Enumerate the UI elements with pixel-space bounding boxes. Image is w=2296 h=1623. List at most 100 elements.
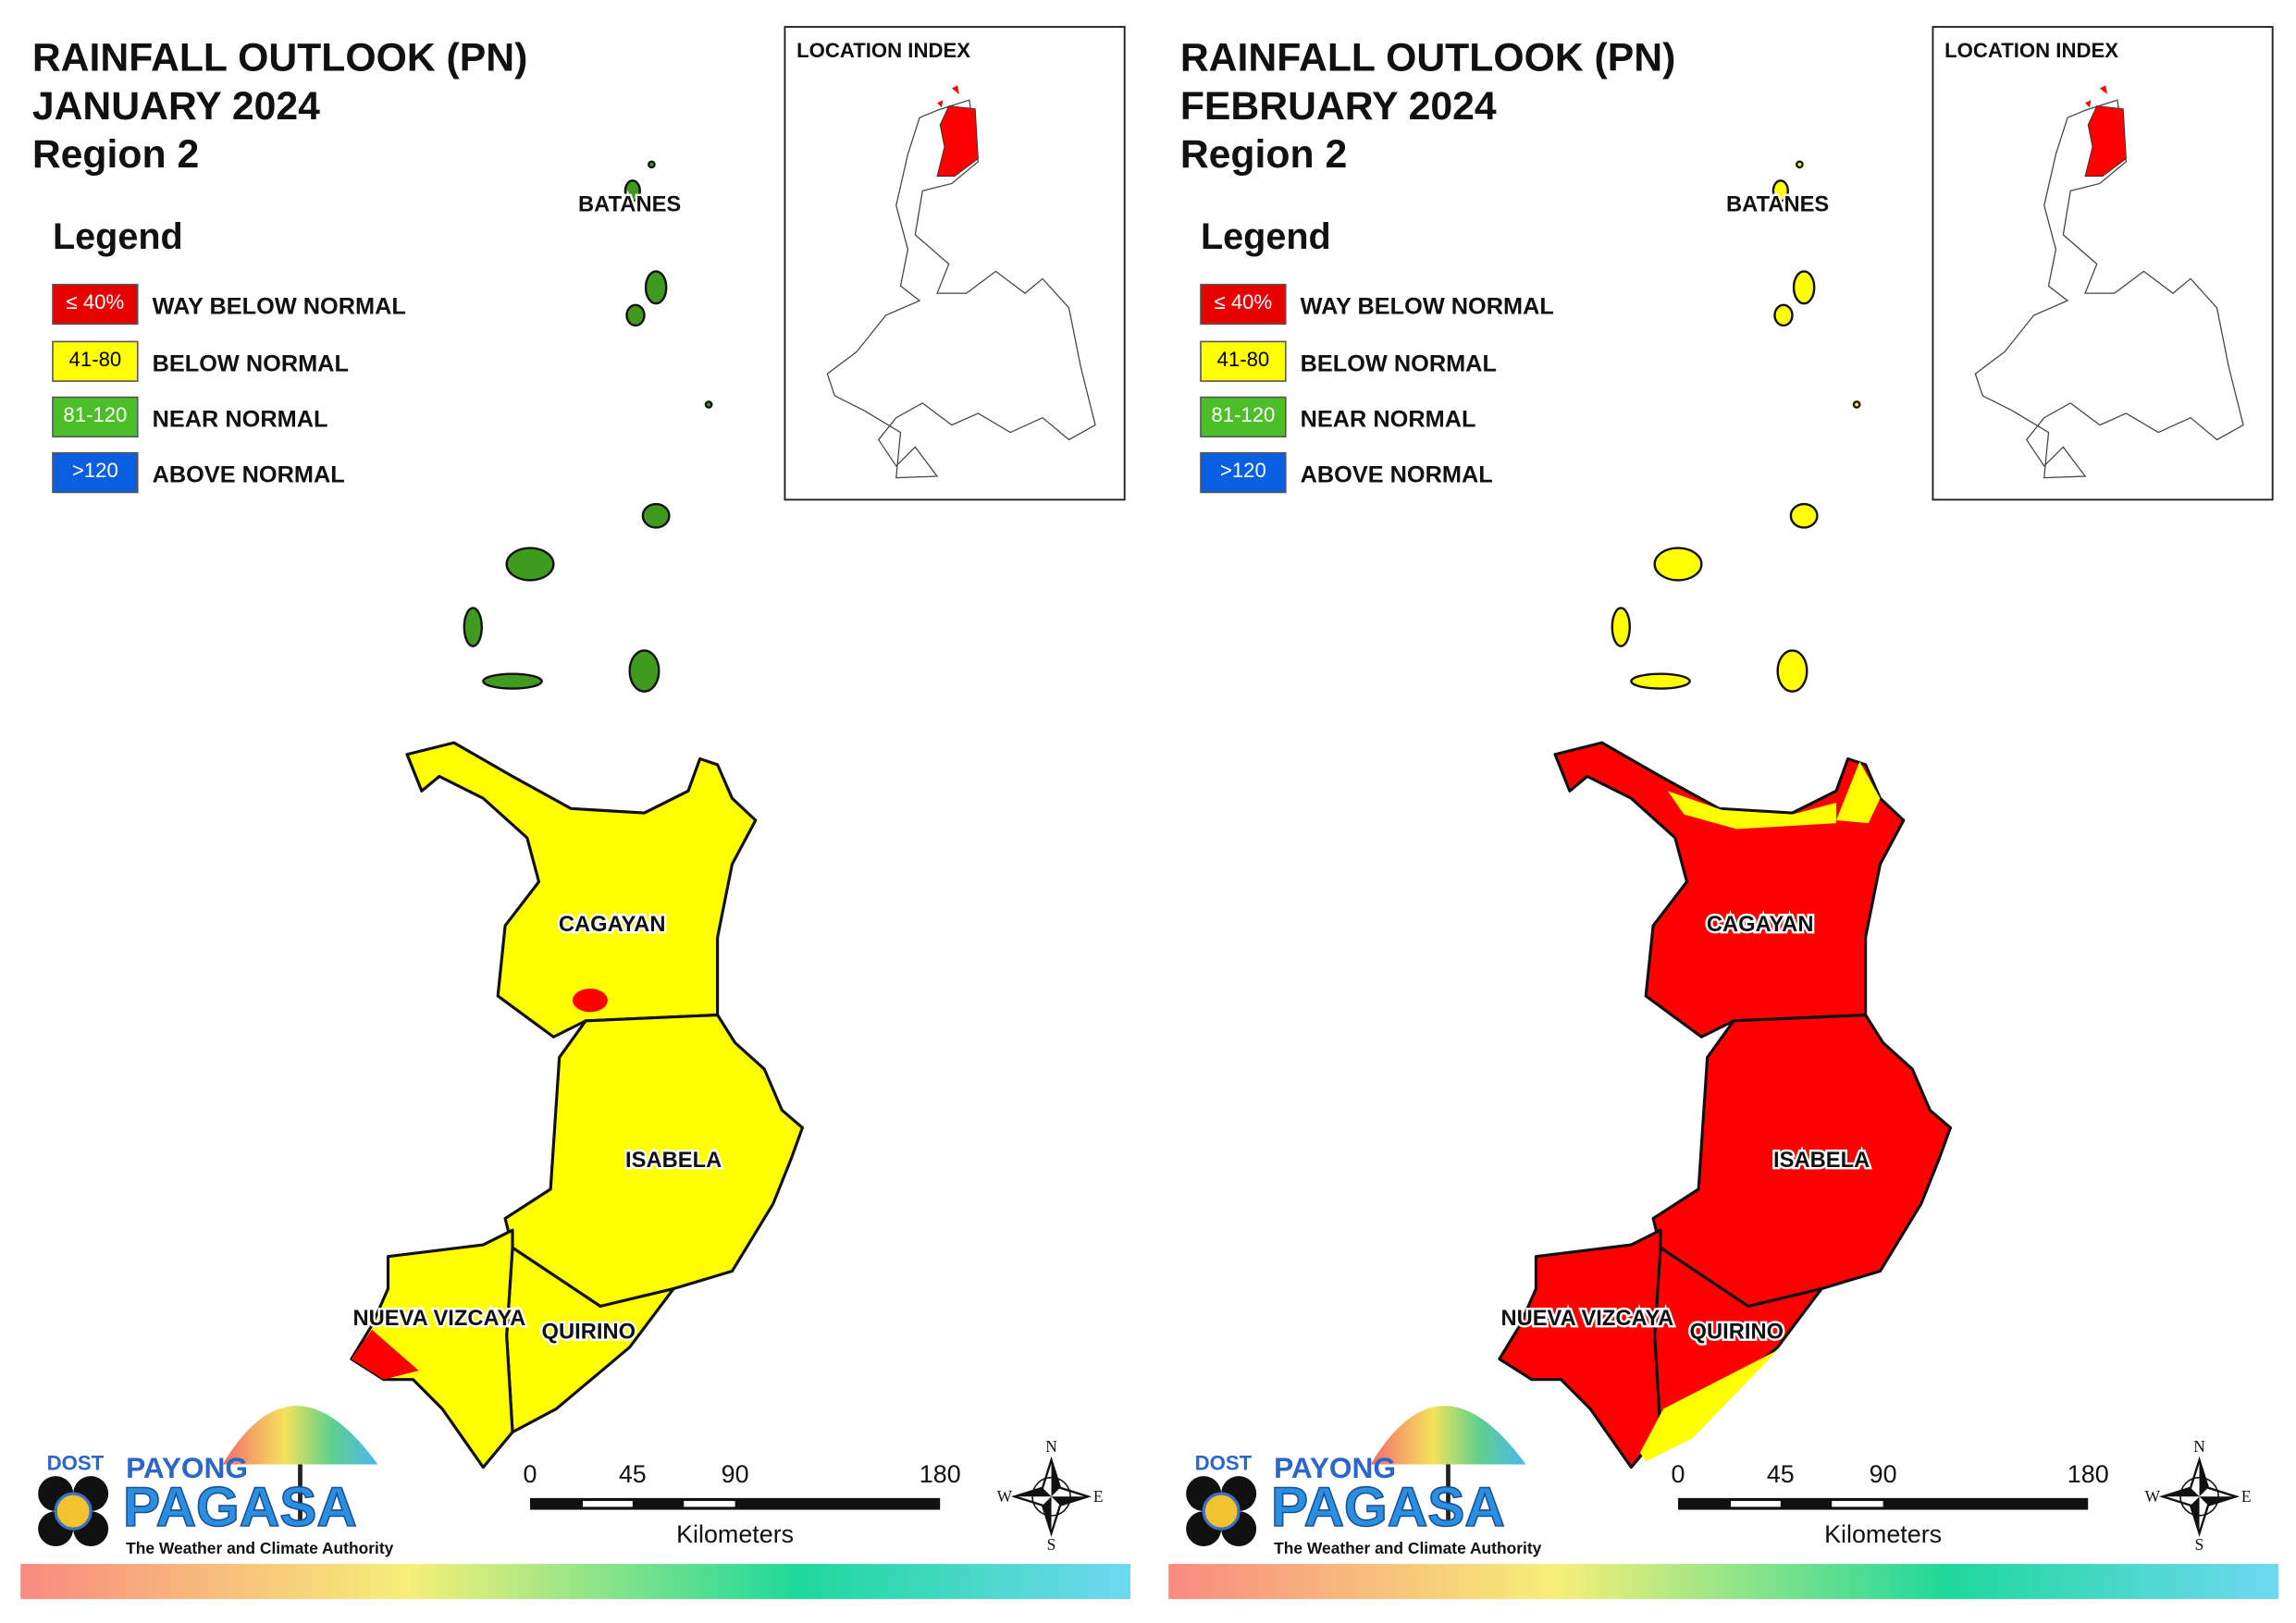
rainfall-patch bbox=[572, 989, 608, 1013]
island bbox=[623, 179, 641, 203]
rainfall-patch bbox=[1639, 1350, 1778, 1462]
logo-brand: PAYONG bbox=[1274, 1451, 1396, 1484]
batanes-highlight bbox=[2085, 85, 2107, 108]
island bbox=[505, 547, 555, 582]
compass: N E S W bbox=[997, 1437, 1104, 1554]
island bbox=[1630, 672, 1691, 690]
compass-letter: S bbox=[2195, 1535, 2204, 1554]
island bbox=[1796, 160, 1804, 169]
compass-rose-inner bbox=[1014, 1459, 1089, 1533]
scale-tick: 180 bbox=[920, 1460, 961, 1488]
batanes-label: BATANES bbox=[578, 192, 681, 216]
legend-swatch-text: >120 bbox=[72, 459, 118, 482]
region-highlight bbox=[936, 105, 979, 177]
index-title: LOCATION INDEX bbox=[1944, 39, 2118, 62]
legend-label: BELOW NORMAL bbox=[153, 350, 349, 376]
index-frame bbox=[1932, 26, 2274, 501]
map-panel: RAINFALL OUTLOOK (PN)FEBRUARY 2024Region… bbox=[1168, 26, 2279, 1600]
province-label: ISABELA bbox=[1773, 1149, 1870, 1173]
logo-agency: DOST bbox=[1195, 1451, 1253, 1474]
island bbox=[648, 160, 656, 169]
location-index: LOCATION INDEX bbox=[1932, 26, 2274, 501]
island bbox=[1789, 502, 1819, 529]
island bbox=[1771, 179, 1789, 203]
rainfall-patch bbox=[351, 1329, 419, 1380]
compass-letter: N bbox=[1045, 1437, 1057, 1456]
scale-tick: 0 bbox=[524, 1460, 537, 1488]
location-index: LOCATION INDEX bbox=[784, 26, 1126, 501]
map-title: Region 2 bbox=[1180, 132, 1347, 177]
legend-swatch-text: 41-80 bbox=[69, 348, 122, 371]
legend-label: WAY BELOW NORMAL bbox=[1301, 294, 1554, 320]
scale-tick: 90 bbox=[722, 1460, 749, 1488]
logo-umbrella bbox=[1370, 1406, 1526, 1465]
legend-swatch bbox=[52, 396, 139, 438]
province-label: CAGAYAN bbox=[559, 913, 666, 937]
footer-strip bbox=[1168, 1564, 2279, 1600]
compass-letter: W bbox=[997, 1487, 1013, 1506]
island bbox=[1852, 400, 1861, 409]
legend-swatch bbox=[52, 340, 139, 382]
legend-swatch-text: 81-120 bbox=[63, 403, 127, 426]
legend-swatch bbox=[52, 283, 139, 326]
legend-title: Legend bbox=[53, 216, 183, 257]
legend-swatch bbox=[1200, 283, 1287, 326]
legend-swatch-text: ≤ 40% bbox=[67, 290, 125, 314]
legend-swatch-text: ≤ 40% bbox=[1215, 290, 1273, 314]
batanes-highlight bbox=[937, 85, 959, 108]
rainfall-patch bbox=[1835, 761, 1881, 824]
index-title: LOCATION INDEX bbox=[796, 39, 970, 62]
scale-tick: 0 bbox=[1672, 1460, 1685, 1488]
scale-gap bbox=[1730, 1501, 1781, 1507]
compass-letter: W bbox=[2145, 1487, 2161, 1506]
island bbox=[1653, 547, 1703, 582]
compass-letter: E bbox=[2241, 1487, 2252, 1506]
legend-label: WAY BELOW NORMAL bbox=[153, 294, 406, 320]
legend-swatch bbox=[1200, 396, 1287, 438]
legend-label: NEAR NORMAL bbox=[153, 407, 328, 433]
island bbox=[628, 649, 660, 693]
logo-tagline: The Weather and Climate Authority bbox=[1274, 1539, 1541, 1557]
province bbox=[1498, 1228, 1662, 1469]
logo-tagline: The Weather and Climate Authority bbox=[126, 1539, 393, 1557]
province-label: CAGAYAN bbox=[1707, 913, 1814, 937]
province bbox=[350, 1228, 514, 1469]
scale-tick: 45 bbox=[1767, 1460, 1795, 1488]
island bbox=[1776, 649, 1808, 693]
province bbox=[405, 741, 758, 1039]
legend-label: ABOVE NORMAL bbox=[1301, 462, 1493, 488]
province bbox=[1651, 1013, 1953, 1309]
legend-swatch-text: 41-80 bbox=[1217, 348, 1270, 371]
map-panel: RAINFALL OUTLOOK (PN)JANUARY 2024Region … bbox=[20, 26, 1131, 1600]
province-label: QUIRINO bbox=[1690, 1320, 1784, 1344]
legend-swatch-text: >120 bbox=[1220, 459, 1266, 482]
logo-seal bbox=[54, 1492, 93, 1531]
scale-gap bbox=[684, 1501, 735, 1507]
island bbox=[625, 303, 646, 327]
logo-brand: PAYONG bbox=[126, 1451, 248, 1484]
map-title: FEBRUARY 2024 bbox=[1180, 84, 1497, 129]
legend-label: ABOVE NORMAL bbox=[153, 462, 345, 488]
philippines-outline bbox=[1974, 99, 2244, 479]
legend-swatch bbox=[1200, 340, 1287, 382]
map-title: Region 2 bbox=[32, 132, 199, 177]
scale-tick: 90 bbox=[1870, 1460, 1897, 1488]
legend-swatch bbox=[1200, 451, 1287, 494]
map-title: RAINFALL OUTLOOK (PN) bbox=[32, 36, 528, 80]
scale-tick: 180 bbox=[2068, 1460, 2109, 1488]
island bbox=[1773, 303, 1794, 327]
island bbox=[641, 502, 671, 529]
island bbox=[482, 672, 543, 690]
compass-letter: E bbox=[1093, 1487, 1104, 1506]
legend-title: Legend bbox=[1201, 216, 1331, 257]
legend-label: BELOW NORMAL bbox=[1301, 350, 1497, 376]
compass: N E S W bbox=[2145, 1437, 2252, 1554]
philippines-outline bbox=[826, 99, 1096, 479]
index-frame bbox=[784, 26, 1126, 501]
rainfall-patch bbox=[1667, 791, 1836, 830]
island bbox=[1611, 607, 1631, 647]
province-label: NUEVA VIZCAYA bbox=[1500, 1307, 1673, 1331]
legend-swatch bbox=[52, 451, 139, 494]
